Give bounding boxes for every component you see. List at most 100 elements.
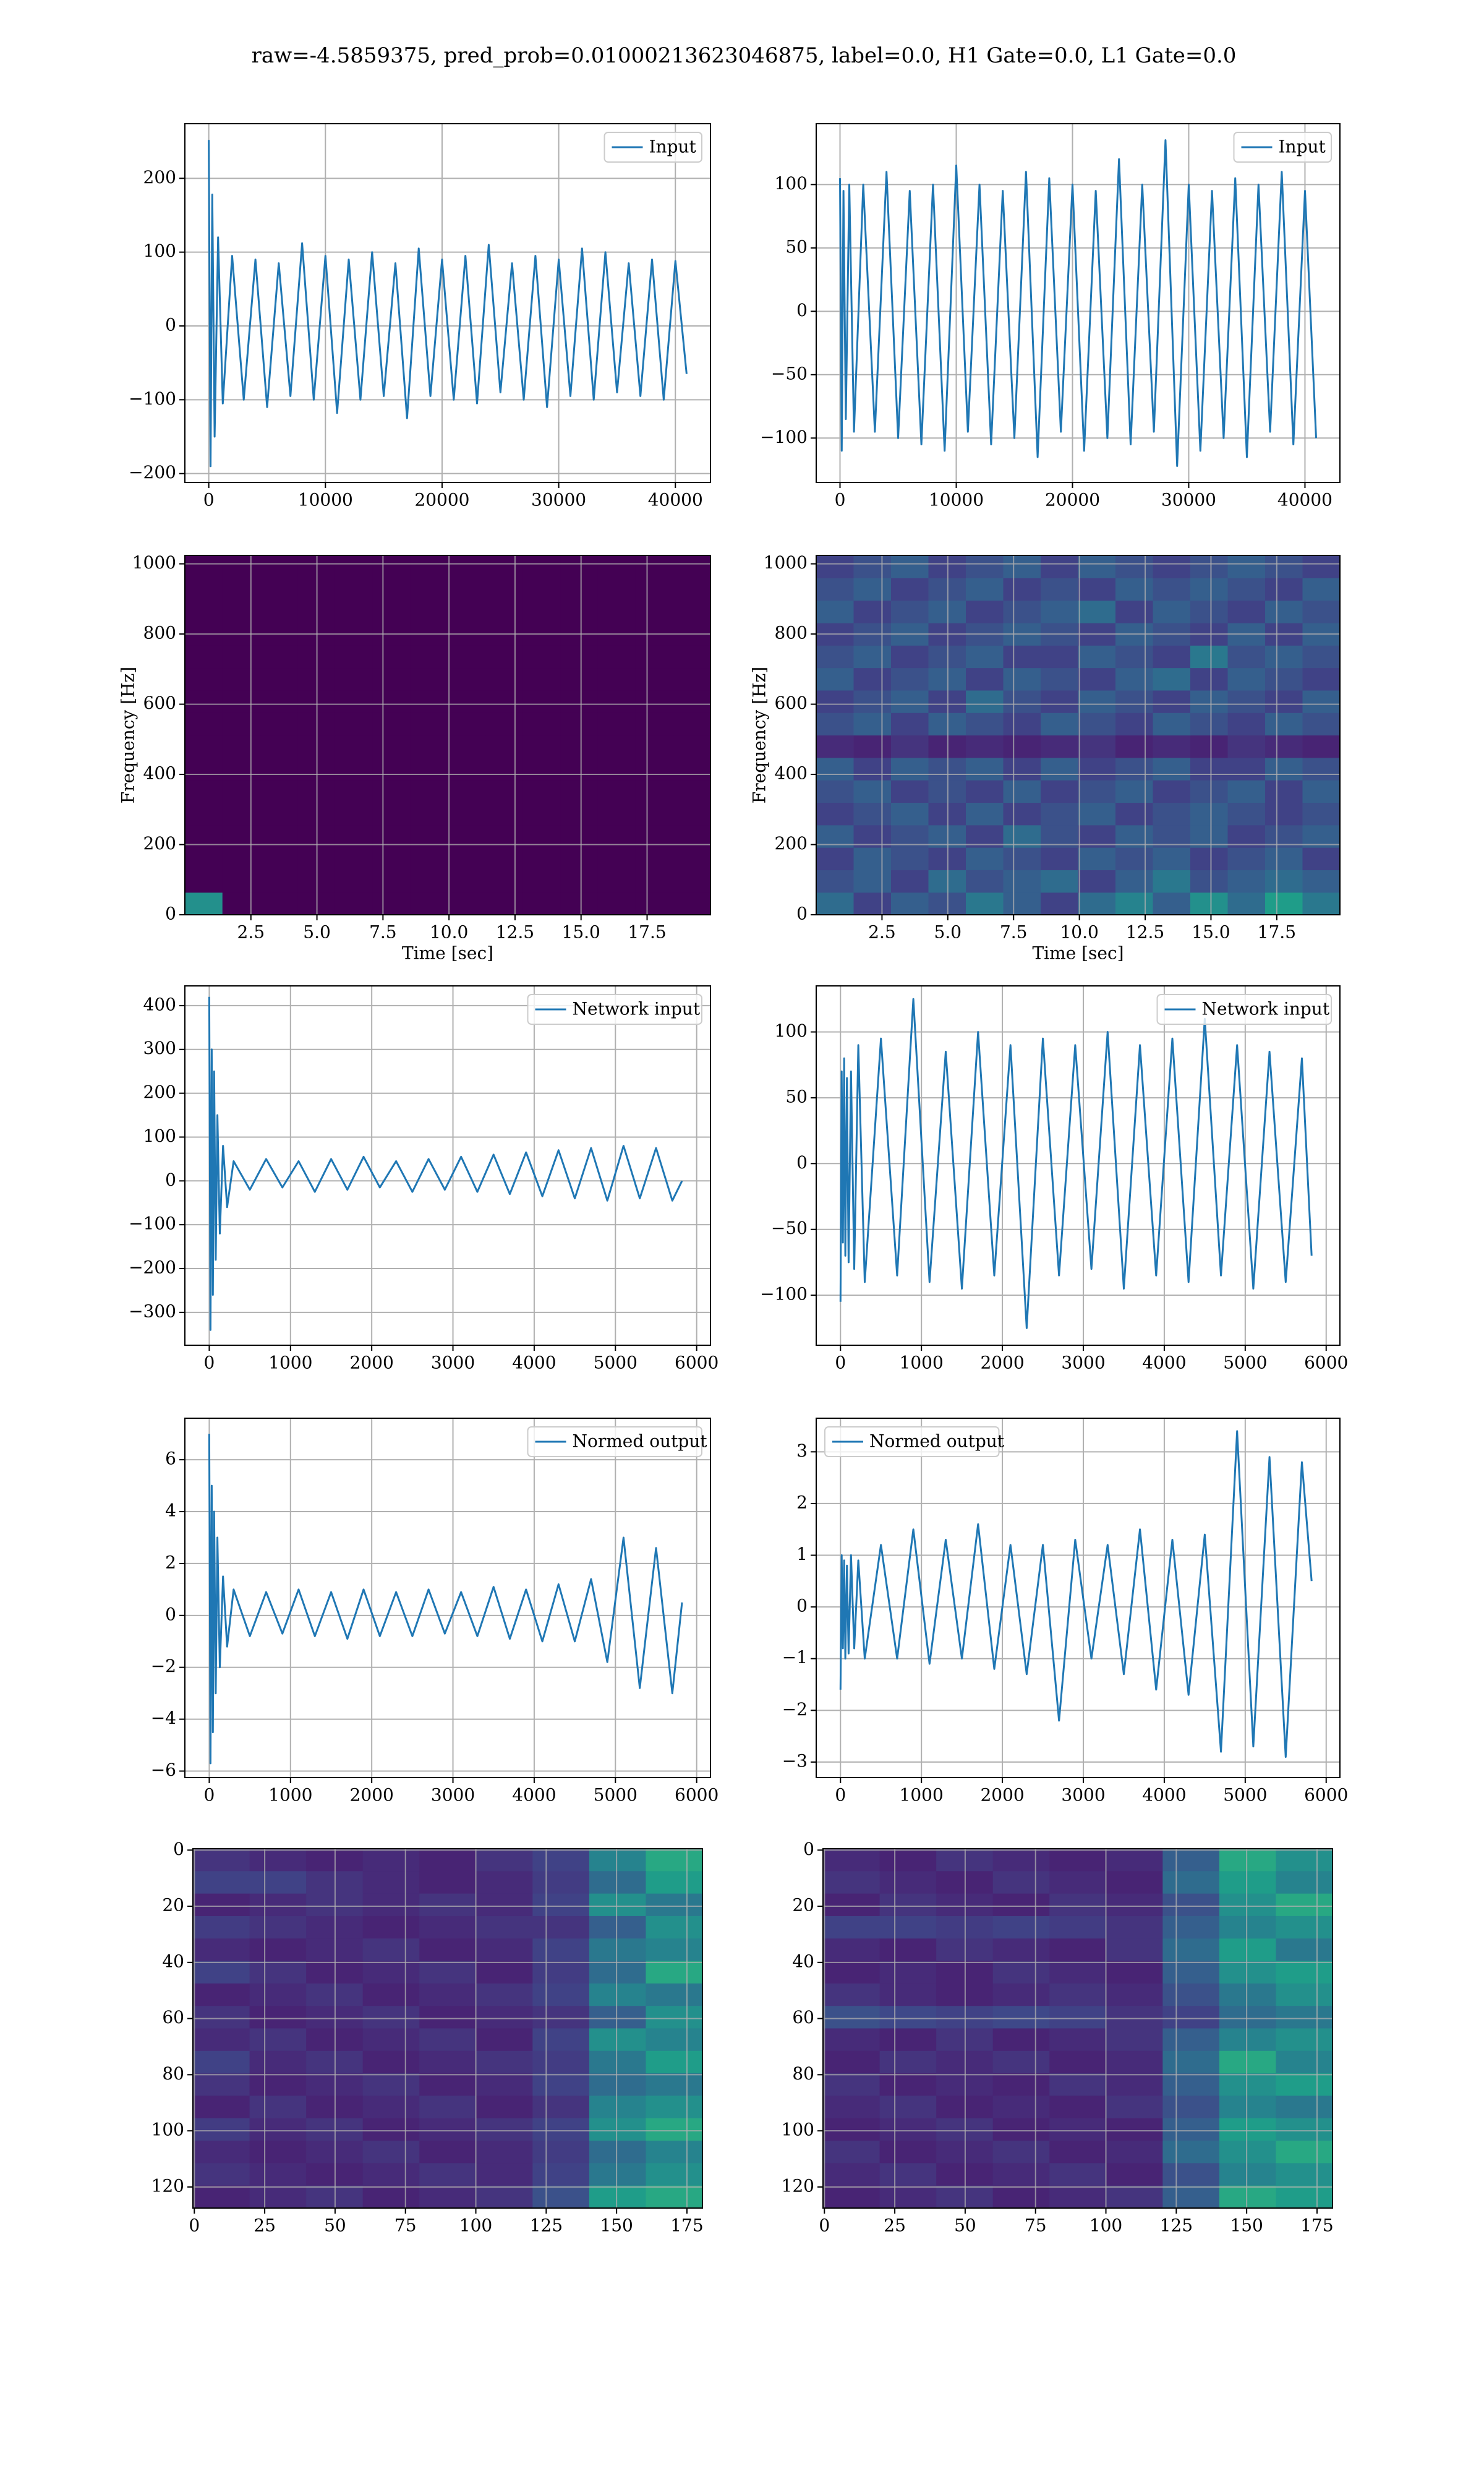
heatmap-cell <box>372 735 411 758</box>
heatmap-cell <box>673 713 710 736</box>
heatmap-cell <box>597 600 636 623</box>
y-tick-label: 40 <box>162 1951 184 1971</box>
heatmap-cell <box>475 2028 533 2052</box>
x-tick-label: 4000 <box>1142 1785 1186 1805</box>
heatmap-cell <box>1106 2028 1163 2052</box>
heatmap-cell <box>1003 892 1041 915</box>
y-tick-label: 20 <box>162 1895 184 1915</box>
heatmap-cell <box>635 757 673 781</box>
heatmap-cell <box>673 757 710 781</box>
x-tick-label: 1000 <box>900 1785 944 1805</box>
heatmap-cell <box>362 2006 420 2029</box>
x-tick-label: 150 <box>1230 2215 1263 2236</box>
heatmap-cell <box>335 757 373 781</box>
x-tick-label: 0 <box>189 2215 200 2236</box>
heatmap-cell <box>1190 757 1229 781</box>
heatmap-cell <box>260 690 298 713</box>
heatmap-cell <box>992 1849 1050 1872</box>
heatmap-cell <box>1276 2095 1333 2119</box>
heatmap-cell <box>1041 735 1079 758</box>
y-tick-label: 100 <box>782 2120 814 2140</box>
heatmap-cell <box>966 870 1004 893</box>
heatmap-cell <box>249 1938 307 1962</box>
heatmap-cell <box>1276 2163 1333 2186</box>
heatmap-cell <box>1162 2118 1220 2141</box>
axes-background <box>185 1418 710 1778</box>
y-tick-label: 2 <box>796 1492 808 1512</box>
heatmap-cell <box>448 757 486 781</box>
y-tick-label: 0 <box>173 1839 184 1859</box>
y-tick-label: 200 <box>143 833 176 854</box>
heatmap-cell <box>222 847 261 870</box>
heatmap-cell <box>222 870 261 893</box>
heatmap-cell <box>597 870 636 893</box>
heatmap-cell <box>335 847 373 870</box>
heatmap-cell <box>646 2050 702 2074</box>
y-tick-label: 1000 <box>764 552 808 573</box>
heatmap-cell <box>992 2118 1050 2141</box>
heatmap-cell <box>522 555 561 578</box>
heatmap-cell <box>597 735 636 758</box>
heatmap-cell <box>222 757 261 781</box>
heatmap-cell <box>891 757 929 781</box>
y-tick-label: 4 <box>165 1500 176 1521</box>
y-tick-label: 0 <box>796 1152 808 1173</box>
heatmap-cell <box>1302 892 1340 915</box>
heatmap-cell <box>448 870 486 893</box>
heatmap-cell <box>1078 802 1116 826</box>
legend-label: Input <box>1279 137 1326 157</box>
heatmap-cell <box>1190 690 1229 713</box>
heatmap-cell <box>419 1849 477 1872</box>
x-tick-label: 1000 <box>900 1353 944 1373</box>
heatmap-cell <box>1041 780 1079 803</box>
heatmap-cell <box>475 1893 533 1917</box>
heatmap-cell <box>823 2185 881 2208</box>
heatmap-cell <box>853 600 892 623</box>
heatmap-cell <box>823 2163 881 2186</box>
heatmap-cell <box>1078 555 1116 578</box>
x-tick-label: 7.5 <box>369 922 397 943</box>
heatmap-cell <box>1003 735 1041 758</box>
heatmap-cell <box>1265 892 1303 915</box>
heatmap-cell <box>816 578 855 601</box>
heatmap-cell <box>249 1893 307 1917</box>
x-tick-label: 2000 <box>980 1353 1024 1373</box>
x-tick-label: 3000 <box>431 1785 475 1805</box>
heatmap-cell <box>1162 2028 1220 2052</box>
heatmap-cell <box>372 667 411 691</box>
legend-box <box>1156 994 1332 1025</box>
heatmap-cell <box>372 870 411 893</box>
heatmap-cell <box>1302 578 1340 601</box>
heatmap-cell <box>1078 870 1116 893</box>
heatmap-cell <box>1219 2095 1277 2119</box>
y-tick-label: 50 <box>785 236 808 257</box>
heatmap-cell <box>1190 735 1229 758</box>
y-tick-label: 60 <box>162 2007 184 2027</box>
heatmap-cell <box>646 2118 702 2141</box>
heatmap-cell <box>1003 578 1041 601</box>
heatmap-cell <box>485 802 524 826</box>
y-tick-label: −1 <box>782 1647 808 1667</box>
heatmap-cell <box>335 735 373 758</box>
heatmap-cell <box>1219 2073 1277 2097</box>
heatmap-cell <box>260 645 298 669</box>
heatmap-cell <box>816 690 855 713</box>
heatmap-cell <box>1276 1938 1333 1962</box>
heatmap-cell <box>853 713 892 736</box>
y-tick-label: 0 <box>796 904 808 924</box>
heatmap-cell <box>646 2095 702 2119</box>
heatmap-cell <box>1078 735 1116 758</box>
x-tick-label: 12.5 <box>496 922 534 943</box>
heatmap-cell <box>879 2163 937 2186</box>
y-tick-label: 800 <box>775 623 808 643</box>
heatmap-cell <box>1162 1893 1220 1917</box>
heatmap-cell <box>1162 2163 1220 2186</box>
heatmap-cell <box>646 1849 702 1872</box>
y-tick-label: −50 <box>771 1218 808 1238</box>
heatmap-cell <box>1078 690 1116 713</box>
heatmap-cell <box>1276 2006 1333 2029</box>
heatmap-cell <box>260 735 298 758</box>
heatmap-cell <box>560 847 599 870</box>
heatmap-cell <box>853 578 892 601</box>
heatmap-cell <box>222 713 261 736</box>
